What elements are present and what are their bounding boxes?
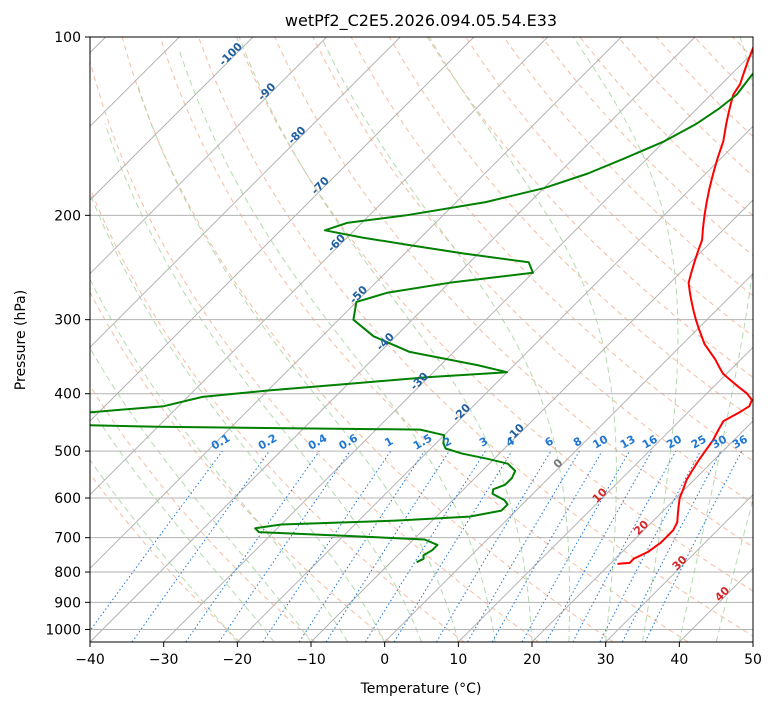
- dry-adiabat: [90, 472, 241, 642]
- dry-adiabat: [90, 291, 390, 642]
- isotherm-line: [605, 493, 753, 642]
- background-lines: [90, 37, 753, 642]
- moist-adiabat: [104, 123, 422, 642]
- moist-adiabat: [136, 83, 459, 642]
- x-tick-label: 40: [670, 652, 688, 668]
- mixing-ratio-line: [90, 450, 223, 632]
- mixing-ratio-line: [262, 450, 392, 642]
- dry-adiabat: [159, 37, 689, 642]
- y-tick-label: 400: [54, 387, 81, 403]
- y-tick-label: 500: [54, 444, 81, 460]
- isotherm-line: [90, 37, 475, 422]
- moist-adiabat: [572, 37, 679, 642]
- mixing-ratio-line: [521, 450, 630, 642]
- x-tick-label: −10: [296, 652, 326, 668]
- mixing-ratio-line: [572, 450, 677, 642]
- y-tick-label: 700: [54, 531, 81, 547]
- temperature-profile-line: [617, 45, 753, 565]
- x-tick-label: 50: [744, 652, 762, 668]
- y-tick-label: 800: [54, 565, 81, 581]
- y-tick-label: 600: [54, 491, 81, 507]
- isotherm-line: [90, 37, 401, 349]
- y-tick-label: 900: [54, 595, 81, 611]
- isotherm-line: [90, 37, 622, 570]
- x-tick-label: 30: [597, 652, 615, 668]
- x-tick-label: 0: [380, 652, 389, 668]
- profile-lines: [90, 45, 753, 565]
- y-axis-label: Pressure (hPa): [13, 290, 29, 390]
- dry-adiabat: [90, 59, 540, 642]
- mixing-ratio-line: [298, 450, 425, 642]
- mixing-ratio-line: [218, 450, 351, 642]
- mixing-ratio-line: [185, 450, 320, 642]
- mixing-ratio-line: [393, 450, 513, 642]
- x-tick-label: −40: [75, 652, 105, 668]
- isotherm-line: [90, 37, 254, 201]
- y-tick-label: 200: [54, 208, 81, 224]
- y-tick-label: 300: [54, 313, 81, 329]
- x-tick-label: −20: [223, 652, 253, 668]
- dry-adiabat: [274, 37, 753, 548]
- isotherm-line: [90, 37, 328, 275]
- moist-adiabat: [90, 278, 349, 642]
- moist-adiabat: [90, 347, 312, 642]
- dry-adiabat: [350, 37, 753, 462]
- moist-adiabat: [320, 37, 571, 642]
- dry-adiabat: [503, 37, 753, 297]
- plot-frame: [89, 36, 754, 643]
- isotherm-line: [163, 51, 753, 642]
- moist-adiabat: [90, 406, 275, 642]
- dry-adiabat: [388, 37, 753, 420]
- dry-adiabat: [312, 37, 753, 505]
- moist-adiabat: [715, 497, 753, 642]
- mixing-ratio-line: [131, 450, 270, 642]
- isotherm-line: [90, 37, 696, 642]
- isotherm-line: [531, 420, 753, 642]
- moist-adiabat: [178, 49, 496, 642]
- isotherm-line: [236, 125, 753, 642]
- moist-adiabat: [428, 37, 617, 642]
- isotherm-line: [384, 272, 753, 642]
- dewpoint-profile-line: [90, 71, 753, 564]
- x-tick-label: 20: [523, 652, 541, 668]
- dry-adiabat: [90, 384, 316, 642]
- chart-title: wetPf2_C2E5.2026.094.05.54.E33: [285, 11, 557, 31]
- dry-adiabat: [90, 186, 465, 642]
- dry-adiabat: [465, 37, 753, 338]
- y-tick-label: 1000: [45, 622, 81, 638]
- plot-area: [90, 37, 753, 642]
- y-tick-label: 100: [54, 30, 81, 46]
- dry-adiabat: [121, 37, 614, 642]
- isotherm-line: [457, 346, 753, 642]
- y-axis: 100 200 300 400 500 600 700 800 900 1000: [45, 30, 90, 638]
- x-tick-label: −30: [149, 652, 179, 668]
- moist-adiabat: [238, 37, 533, 642]
- dry-adiabat: [236, 37, 753, 592]
- mixing-ratio-line: [325, 450, 450, 642]
- x-tick-label: 10: [449, 652, 467, 668]
- mixing-ratio-line: [545, 450, 653, 642]
- x-axis-label: Temperature (°C): [360, 681, 482, 697]
- isotherm-line: [310, 199, 753, 642]
- isotherm-line: [90, 37, 549, 496]
- mixing-ratio-line: [644, 450, 743, 642]
- moist-adiabat: [678, 37, 753, 642]
- x-axis: −40 −30 −20 −10 0 10 20 30 40 50: [75, 642, 762, 668]
